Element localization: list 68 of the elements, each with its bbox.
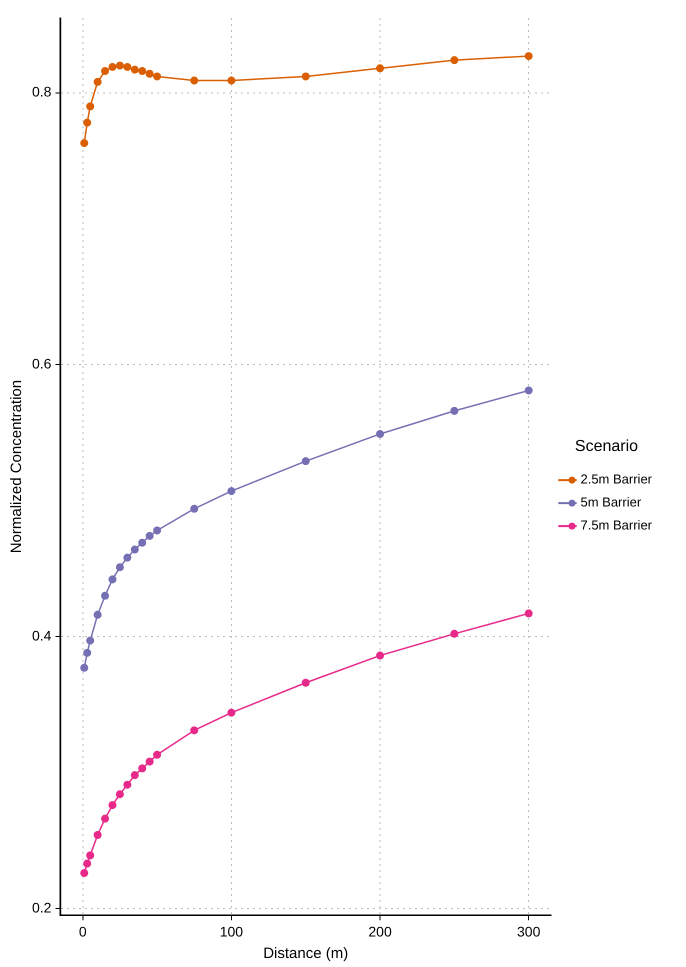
x-tick-label: 200 [368,923,392,940]
point [123,554,132,562]
point [80,869,88,878]
point [83,118,92,127]
point [101,67,110,76]
point [146,532,154,540]
y-tick-label: 0.6 [32,356,52,372]
point [116,563,124,572]
point [80,139,88,148]
point [108,575,116,584]
point [83,648,92,657]
point [302,72,310,80]
point [94,610,102,619]
point [153,526,162,534]
y-tick-label: 0.8 [32,84,52,100]
point [94,78,102,86]
x-axis-title: Distance (m) [263,945,348,962]
point [190,726,198,734]
point [190,76,198,85]
point [123,780,132,789]
point [116,790,124,798]
point [153,72,162,80]
point [524,386,533,394]
point [227,487,236,496]
x-tick-label: 300 [517,923,541,940]
point [123,62,132,71]
point [130,546,139,554]
point [116,62,124,70]
y-axis-title: Normalized Concentration [8,380,26,554]
point [146,758,154,766]
point [376,64,384,72]
y-tick-label: 0.2 [32,899,52,916]
point [86,102,94,110]
point [86,636,94,645]
point [138,67,146,76]
point [153,750,162,759]
point [227,76,236,85]
point [450,630,458,638]
y-tick-label: 0.4 [32,627,52,644]
point [302,457,310,466]
legend-label: 5m Barrier [580,494,642,510]
point [130,771,139,780]
legend-title: Scenario [574,438,638,455]
point [138,764,146,772]
point [83,860,92,868]
point [108,801,116,810]
point [130,66,139,74]
point [302,678,310,687]
point [524,609,533,618]
point [138,538,146,547]
point [146,70,154,78]
point [524,52,533,60]
point [190,504,198,513]
point [450,56,458,64]
point [108,62,116,71]
point [376,652,384,660]
x-tick-label: 100 [220,923,244,940]
legend-label: 2.5m Barrier [580,472,653,487]
point [86,851,94,860]
x-tick-label: 0 [78,923,87,940]
point [450,406,458,415]
point [227,708,236,717]
point [101,814,110,823]
point [80,664,88,672]
point [94,830,102,839]
point [376,430,384,438]
legend-label: 7.5m Barrier [580,518,653,533]
point [101,592,110,600]
